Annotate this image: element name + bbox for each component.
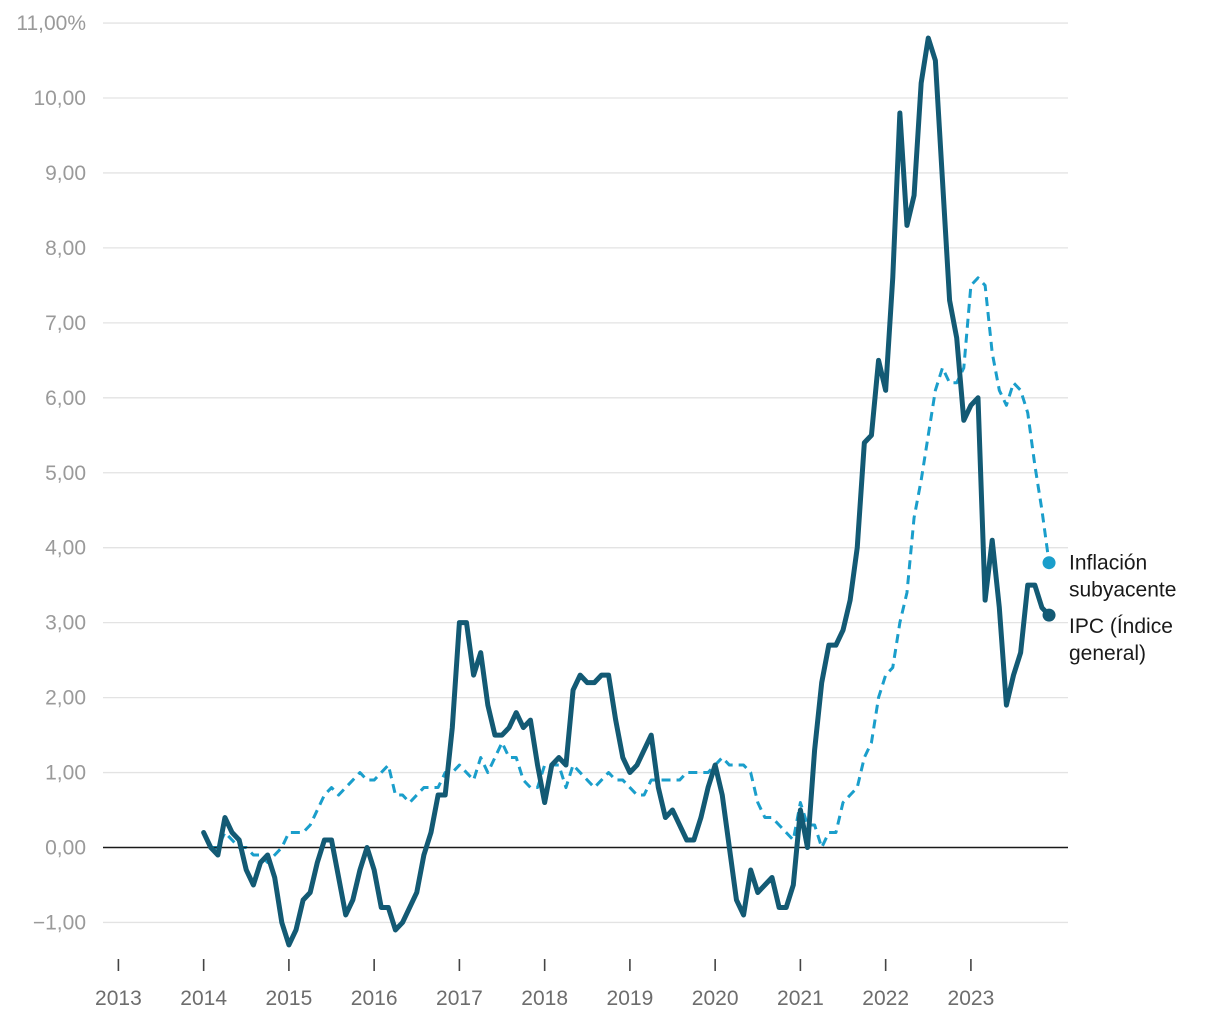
y-tick-label: 7,00 xyxy=(45,312,86,335)
series-line-inflacion-subyacente xyxy=(202,276,1051,864)
y-tick-label: 0,00 xyxy=(45,837,86,860)
y-tick-label: 11,00% xyxy=(16,12,86,35)
x-tick-label: 2013 xyxy=(95,987,142,1010)
x-tick-label: 2015 xyxy=(266,987,313,1010)
x-axis: 2013 2014 2015 2016 2017 2018 2019 2020 2021 2022… xyxy=(95,959,994,1010)
series-line-ipc xyxy=(201,35,1052,948)
x-tick-label: 2016 xyxy=(351,987,398,1010)
y-axis-tick-labels: −1,00 0,00 1,00 2,00 3,00 4,00 5,00 6,00 7,00 8,0… xyxy=(16,12,86,934)
series-lines xyxy=(103,35,1068,948)
legend-label: subyacente xyxy=(1069,579,1176,602)
legend-label: general) xyxy=(1069,642,1146,665)
y-tick-label: 2,00 xyxy=(45,687,86,710)
gridlines xyxy=(103,22,1068,924)
legend-label: IPC (Índice xyxy=(1069,615,1173,638)
x-tick-label: 2023 xyxy=(948,987,995,1010)
x-tick-label: 2021 xyxy=(777,987,824,1010)
x-tick-label: 2020 xyxy=(692,987,739,1010)
x-tick-label: 2018 xyxy=(521,987,568,1010)
legend-label: Inflación xyxy=(1069,552,1147,575)
x-tick-label: 2014 xyxy=(180,987,227,1010)
y-tick-label: −1,00 xyxy=(33,911,86,934)
ipc-endpoint-marker xyxy=(1042,608,1056,622)
legend: Inflación subyacente IPC (Índice general) xyxy=(1069,552,1176,665)
y-tick-label: 1,00 xyxy=(45,762,86,785)
y-tick-label: 8,00 xyxy=(45,237,86,260)
y-tick-label: 9,00 xyxy=(45,162,86,185)
inflacion-subyacente-endpoint-marker xyxy=(1042,556,1056,570)
y-tick-label: 10,00 xyxy=(33,87,86,110)
x-tick-label: 2019 xyxy=(607,987,654,1010)
x-tick-label: 2022 xyxy=(862,987,909,1010)
x-tick-label: 2017 xyxy=(436,987,483,1010)
y-tick-label: 6,00 xyxy=(45,387,86,410)
y-tick-label: 4,00 xyxy=(45,537,86,560)
y-tick-label: 5,00 xyxy=(45,462,86,485)
y-tick-label: 3,00 xyxy=(45,612,86,635)
